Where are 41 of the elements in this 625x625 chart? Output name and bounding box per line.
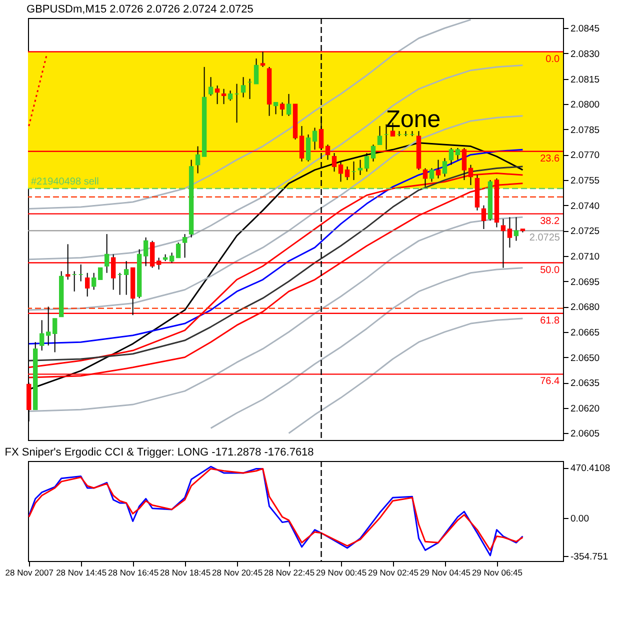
ref-line-label: 2.0725 — [529, 232, 560, 244]
y-tick-label: 2.0770 — [570, 150, 600, 162]
x-tick-label: 29 Nov 00:45 — [316, 568, 367, 578]
y-tick-label: 2.0755 — [570, 176, 600, 187]
chart-title: FX Sniper's Ergodic CCI & Trigger: LONG -171.2878 -176.7618 — [4, 446, 314, 458]
x-tick-label: 28 Nov 16:45 — [108, 568, 159, 578]
annotation: 38.2 — [540, 216, 560, 227]
annotation: 76.4 — [540, 376, 560, 388]
annotation: 50.0 — [540, 264, 560, 276]
x-tick-label: 29 Nov 02:45 — [368, 568, 419, 578]
y-tick-label: 2.0650 — [570, 352, 600, 364]
chart-title: GBPUSDm,M15 2.0726 2.0726 2.0724 2.0725 — [26, 3, 254, 16]
y-tick-label: 2.0800 — [570, 100, 600, 111]
band-label: Zone — [386, 106, 441, 134]
x-tick-label: 28 Nov 2007 — [5, 568, 54, 578]
y-tick-label: 2.0620 — [570, 403, 600, 414]
y-tick-label: 2.0665 — [570, 327, 600, 338]
annotation: 61.8 — [540, 315, 560, 326]
y-tick-label: 2.0710 — [570, 252, 600, 263]
y-tick-label: 2.0815 — [570, 74, 600, 86]
y-tick-label: 2.0680 — [570, 302, 600, 314]
x-tick-label: 29 Nov 06:45 — [472, 568, 523, 578]
ref-line-label: #21940498 sell — [31, 176, 99, 188]
x-tick-label: 28 Nov 14:45 — [56, 568, 107, 578]
y-tick-label: 2.0785 — [570, 124, 600, 136]
y-tick-label: 2.0605 — [570, 428, 600, 440]
y-tick-label: 2.0725 — [570, 226, 600, 238]
y-tick-label: 470.4108 — [570, 463, 610, 474]
y-tick-label: 2.0845 — [570, 24, 600, 35]
annotation: 0.0 — [546, 54, 560, 65]
y-tick-label: 2.0740 — [570, 200, 600, 212]
y-tick-label: 2.0635 — [570, 378, 600, 390]
y-tick-label: -354.751 — [570, 552, 608, 563]
x-tick-label: 28 Nov 20:45 — [212, 568, 263, 578]
x-tick-label: 29 Nov 04:45 — [420, 568, 471, 578]
y-tick-label: 0.00 — [570, 514, 589, 525]
x-tick-label: 28 Nov 22:45 — [264, 568, 315, 578]
x-tick-label: 28 Nov 18:45 — [160, 568, 211, 578]
y-tick-label: 2.0830 — [570, 48, 600, 60]
annotation: 23.6 — [540, 153, 560, 164]
y-tick-label: 2.0695 — [570, 276, 600, 288]
